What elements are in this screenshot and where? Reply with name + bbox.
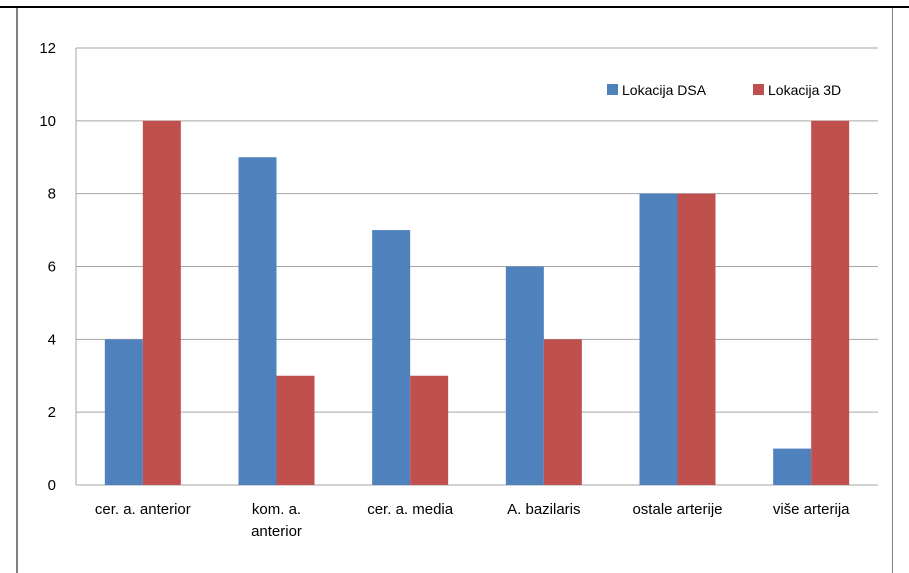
- bars: [104, 120, 850, 485]
- x-category-label: ostale arterije: [632, 501, 722, 518]
- x-category-label: cer. a. media: [367, 501, 454, 518]
- y-axis-ticks: 0 2 4 6 8 10 12: [39, 40, 56, 494]
- y-tick-label: 0: [48, 477, 56, 494]
- y-tick-label: 2: [48, 404, 56, 421]
- legend-label-1: Lokacija 3D: [768, 82, 841, 98]
- x-axis-categories: cer. a. anterior kom. a. anterior cer. a. m…: [95, 501, 850, 540]
- legend: Lokacija DSA Lokacija 3D: [607, 82, 841, 98]
- frame-left-border: [16, 8, 18, 573]
- x-category-label: cer. a. anterior: [95, 501, 191, 518]
- y-tick-label: 8: [48, 186, 56, 203]
- bar-3d-5: [811, 120, 850, 485]
- bar-dsa-5: [773, 448, 812, 485]
- bar-3d-0: [142, 120, 181, 485]
- bar-3d-1: [276, 375, 315, 485]
- bar-dsa-4: [639, 193, 678, 485]
- bar-3d-2: [410, 375, 449, 485]
- bar-3d-3: [543, 339, 582, 485]
- y-tick-label: 12: [39, 40, 56, 57]
- x-category-label: više arterija: [773, 501, 850, 518]
- y-tick-label: 6: [48, 259, 56, 276]
- x-category-label: anterior: [251, 523, 302, 540]
- frame-right-border: [892, 8, 893, 573]
- bar-3d-4: [677, 193, 716, 485]
- bar-dsa-2: [372, 230, 411, 485]
- bar-dsa-0: [104, 339, 143, 485]
- top-border-line: [0, 6, 909, 8]
- x-category-label: kom. a.: [252, 501, 301, 518]
- y-tick-label: 10: [39, 113, 56, 130]
- bar-dsa-3: [505, 266, 544, 485]
- y-tick-label: 4: [48, 331, 56, 348]
- legend-swatch-1: [753, 84, 764, 95]
- gridlines: [75, 47, 878, 486]
- legend-label-0: Lokacija DSA: [622, 82, 707, 98]
- bar-dsa-1: [238, 157, 277, 485]
- x-category-label: A. bazilaris: [507, 501, 580, 518]
- legend-swatch-0: [607, 84, 618, 95]
